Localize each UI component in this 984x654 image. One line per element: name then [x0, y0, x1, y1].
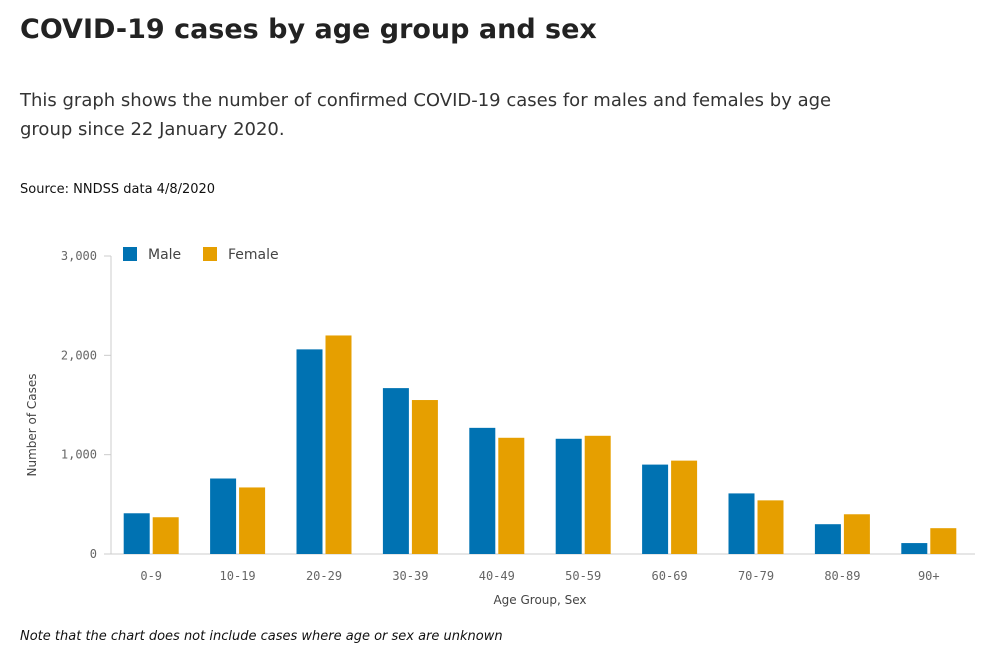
x-tick-label: 50-59: [565, 569, 601, 583]
legend-label-male: Male: [148, 247, 181, 263]
page-description: This graph shows the number of confirmed…: [20, 90, 832, 140]
bar-female-0-9: [152, 517, 179, 554]
bar-female-80-89: [843, 514, 870, 554]
y-axis-title: Number of Cases: [25, 373, 39, 476]
x-tick-label: 70-79: [738, 569, 774, 583]
bar-female-10-19: [239, 487, 266, 554]
x-tick-label: 90+: [918, 569, 940, 583]
legend-swatch-male: [123, 247, 137, 261]
bar-male-90+: [901, 543, 928, 554]
y-tick-label: 1,000: [61, 448, 97, 462]
x-tick-label: 60-69: [652, 569, 688, 583]
x-tick-label: 20-29: [306, 569, 342, 583]
bar-female-40-49: [498, 437, 525, 554]
y-tick-label: 0: [90, 547, 97, 561]
x-axis-title: Age Group, Sex: [493, 593, 586, 607]
x-tick-label: 0-9: [140, 569, 162, 583]
x-tick-label: 40-49: [479, 569, 515, 583]
legend-label-female: Female: [228, 247, 279, 263]
y-tick-label: 3,000: [61, 249, 97, 263]
x-tick-label: 10-19: [220, 569, 256, 583]
source-note: Source: NNDSS data 4/8/2020: [20, 182, 216, 197]
bar-male-50-59: [555, 438, 582, 554]
bar-male-30-39: [382, 388, 409, 554]
bar-male-80-89: [814, 524, 841, 554]
bar-female-20-29: [325, 335, 352, 554]
bar-female-50-59: [584, 435, 611, 554]
x-tick-label: 80-89: [824, 569, 860, 583]
bar-female-90+: [930, 528, 957, 554]
bar-male-10-19: [210, 478, 237, 554]
bar-male-40-49: [469, 427, 496, 554]
footnote: Note that the chart does not include cas…: [20, 629, 503, 644]
bar-male-70-79: [728, 493, 755, 554]
x-tick-label: 30-39: [392, 569, 428, 583]
bar-male-20-29: [296, 349, 323, 554]
bar-female-60-69: [671, 460, 698, 554]
page-title: COVID-19 cases by age group and sex: [20, 14, 597, 45]
bar-male-0-9: [123, 513, 150, 554]
bar-female-30-39: [411, 400, 438, 554]
bar-male-60-69: [642, 464, 669, 554]
legend-swatch-female: [203, 247, 217, 261]
y-tick-label: 2,000: [61, 348, 97, 362]
bar-female-70-79: [757, 500, 784, 554]
